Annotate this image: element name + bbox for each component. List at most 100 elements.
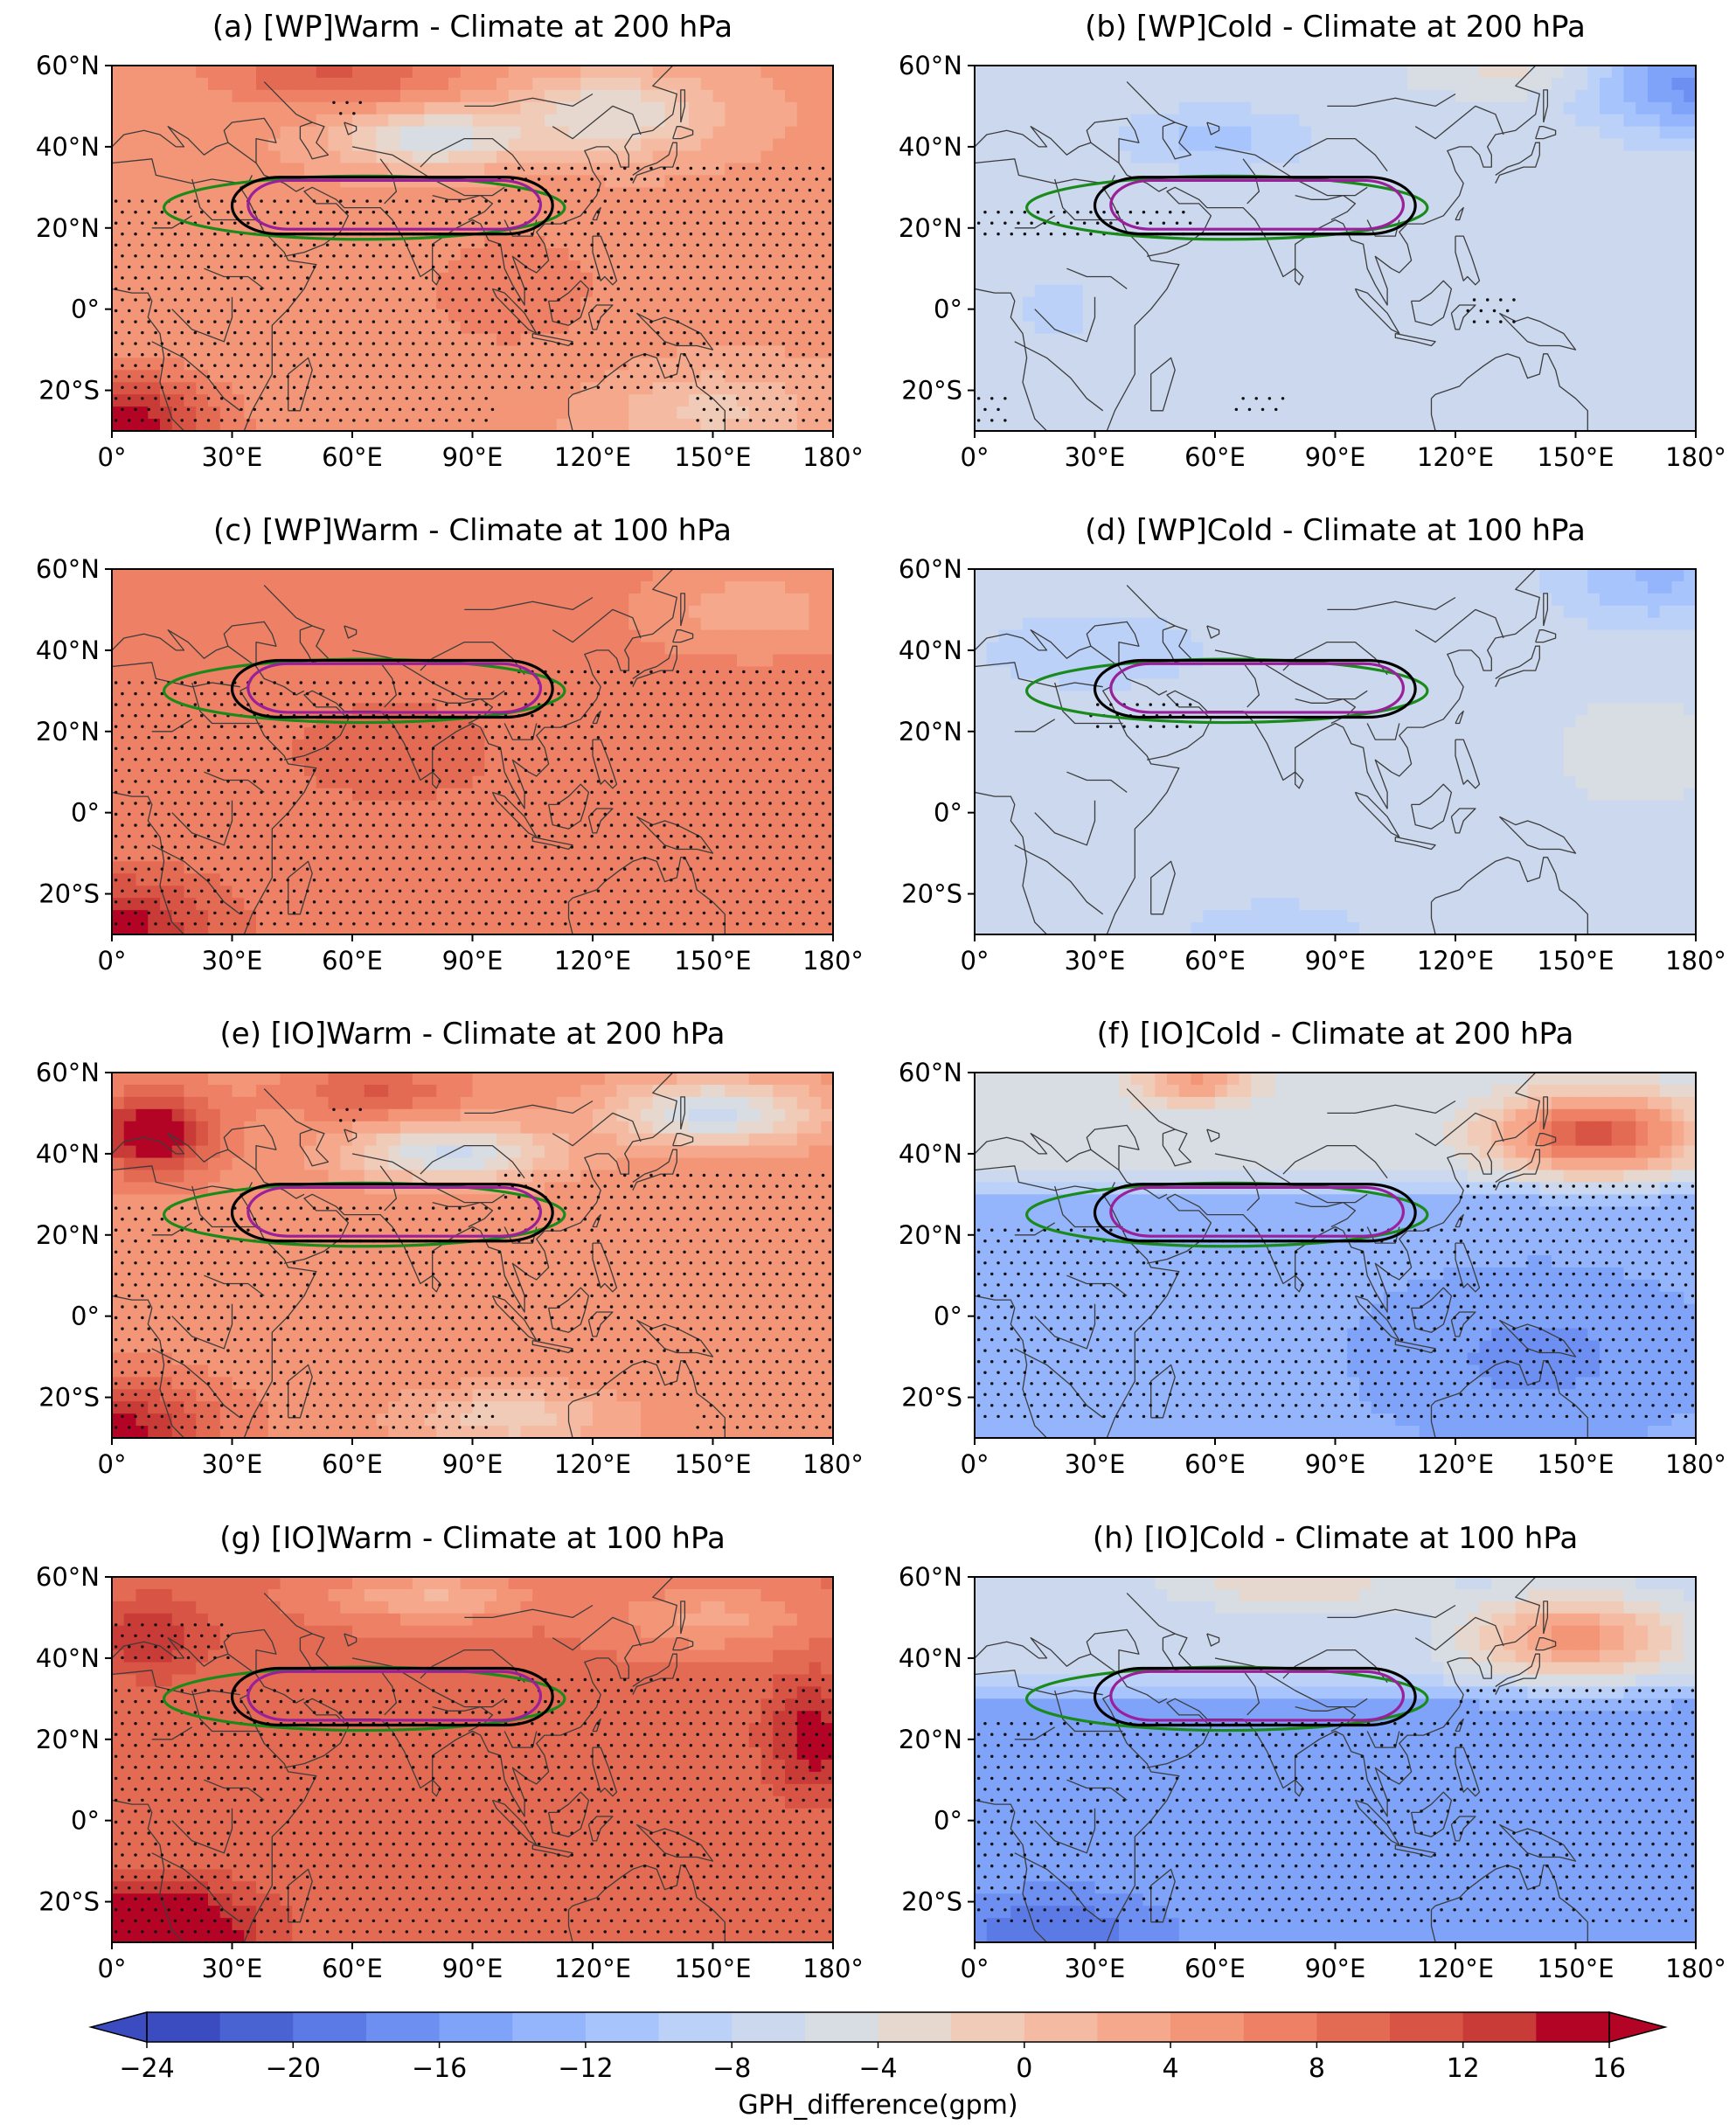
colorbar-swatch <box>1390 2012 1464 2042</box>
lon-tick-label: 0° <box>961 1449 990 1479</box>
lon-tick-label: 150°E <box>1537 946 1614 976</box>
lon-tick-label: 0° <box>98 442 127 472</box>
panel-title: (a) [WP]Warm - Climate at 200 hPa <box>212 10 733 45</box>
lon-tick-label: 90°E <box>1305 1954 1366 1983</box>
significance-stippling <box>976 1689 1695 1923</box>
lon-tick-label: 0° <box>98 1954 127 1983</box>
lat-tick-label: 40°N <box>36 132 100 162</box>
colorbar-tick-label: 16 <box>1593 2053 1626 2084</box>
lon-tick-label: 150°E <box>1537 1449 1614 1479</box>
colorbar-swatch <box>1243 2012 1317 2042</box>
lat-tick-label: 20°N <box>36 213 100 243</box>
lon-tick-label: 180° <box>802 1954 864 1983</box>
lon-tick-label: 30°E <box>1065 1954 1126 1983</box>
lon-tick-label: 30°E <box>202 1449 263 1479</box>
anomaly-field <box>112 569 833 934</box>
lat-tick-label: 40°N <box>899 635 962 665</box>
map-panel-b: (b) [WP]Cold - Climate at 200 hPa 0° 30°E 6… <box>899 10 1726 472</box>
lon-tick-label: 90°E <box>1305 442 1366 472</box>
lat-tick-label: 20°S <box>901 1383 962 1413</box>
lon-tick-label: 180° <box>1665 1449 1726 1479</box>
contour-purple <box>247 662 543 714</box>
colorbar-extend-low <box>88 2011 148 2043</box>
lon-tick-label: 120°E <box>554 1954 631 1983</box>
colorbar-swatch <box>951 2012 1025 2042</box>
colorbar-tick-label: −8 <box>712 2053 751 2084</box>
colorbar-swatch <box>585 2012 660 2042</box>
lon-tick-label: 180° <box>1665 1954 1726 1983</box>
panel-title: (g) [IO]Warm - Climate at 100 hPa <box>219 1521 726 1556</box>
contour-black <box>230 1666 554 1727</box>
colorbar-tick-label: 12 <box>1447 2053 1480 2084</box>
lon-tick-label: 0° <box>98 946 127 976</box>
map-panel-d: (d) [WP]Cold - Climate at 100 hPa 0° 30°E 6… <box>899 513 1726 976</box>
panel-title: (f) [IO]Cold - Climate at 200 hPa <box>1097 1017 1574 1052</box>
lon-tick-label: 90°E <box>1305 946 1366 976</box>
lat-tick-label: 40°N <box>899 132 962 162</box>
significance-stippling <box>976 1184 1695 1419</box>
lat-tick-label: 40°N <box>899 1139 962 1169</box>
colorbar-tick-label: 8 <box>1309 2053 1325 2084</box>
lat-tick-label: 20°S <box>38 1383 100 1413</box>
panel-title: (b) [WP]Cold - Climate at 200 hPa <box>1085 10 1586 45</box>
lon-tick-label: 30°E <box>202 946 263 976</box>
lon-tick-label: 120°E <box>554 442 631 472</box>
contour-black <box>230 658 554 719</box>
panel-title: (d) [WP]Cold - Climate at 100 hPa <box>1085 513 1586 548</box>
lon-tick-label: 150°E <box>674 946 751 976</box>
contour-purple <box>247 178 543 231</box>
contour-black <box>1093 176 1417 236</box>
contour-black <box>1093 658 1417 719</box>
colorbar-swatch <box>293 2012 367 2042</box>
lat-tick-label: 20°N <box>36 1220 100 1250</box>
coastlines <box>112 66 726 431</box>
colorbar-swatch <box>1170 2012 1245 2042</box>
lat-tick-label: 60°N <box>899 51 962 80</box>
lat-tick-label: 0° <box>71 1806 100 1836</box>
lon-tick-label: 60°E <box>322 946 383 976</box>
contour-black <box>230 1183 554 1243</box>
lon-tick-label: 60°E <box>1184 1954 1246 1983</box>
lat-tick-label: 60°N <box>899 1058 962 1087</box>
lon-tick-label: 150°E <box>674 1449 751 1479</box>
lat-tick-label: 60°N <box>899 1562 962 1592</box>
map-panel-g: (g) [IO]Warm - Climate at 100 hPa 0° 30°E 6… <box>36 1521 864 1983</box>
lon-tick-label: 30°E <box>1065 946 1126 976</box>
contour-purple <box>1109 178 1406 231</box>
map-panel-e: (e) [IO]Warm - Climate at 200 hPa 0° 30°E 6… <box>36 1017 864 1479</box>
lon-tick-label: 150°E <box>1537 1954 1614 1983</box>
lon-tick-label: 180° <box>802 946 864 976</box>
lon-tick-label: 30°E <box>1065 442 1126 472</box>
colorbar-swatch <box>1316 2012 1391 2042</box>
colorbar-tick-label: −20 <box>266 2053 321 2084</box>
coastlines <box>975 66 1588 431</box>
lat-tick-label: 20°N <box>899 717 962 747</box>
map-panel-h: (h) [IO]Cold - Climate at 100 hPa 0° 30°E 6… <box>899 1521 1726 1983</box>
lon-tick-label: 90°E <box>442 442 503 472</box>
lon-tick-label: 180° <box>802 1449 864 1479</box>
lat-tick-label: 0° <box>934 295 962 324</box>
lat-tick-label: 20°S <box>38 376 100 406</box>
lat-tick-label: 60°N <box>899 554 962 584</box>
lon-tick-label: 30°E <box>202 1954 263 1983</box>
lon-tick-label: 120°E <box>554 1449 631 1479</box>
lon-tick-label: 60°E <box>322 1449 383 1479</box>
coastlines <box>975 569 1588 934</box>
lon-tick-label: 0° <box>98 1449 127 1479</box>
lon-tick-label: 0° <box>961 1954 990 1983</box>
lat-tick-label: 20°N <box>899 1725 962 1754</box>
lon-tick-label: 120°E <box>1417 1449 1494 1479</box>
lat-tick-label: 20°N <box>36 717 100 747</box>
contour-purple <box>1109 1185 1406 1238</box>
lat-tick-label: 60°N <box>36 554 100 584</box>
contour-black <box>1093 1666 1417 1727</box>
lat-tick-label: 0° <box>71 1302 100 1331</box>
lon-tick-label: 180° <box>802 442 864 472</box>
lon-tick-label: 90°E <box>442 1449 503 1479</box>
lon-tick-label: 120°E <box>1417 946 1494 976</box>
colorbar-tick-label: −12 <box>558 2053 613 2084</box>
colorbar: −24−20−16−12−8−404812162024GPH_differenc… <box>88 2011 1668 2121</box>
lat-tick-label: 0° <box>934 1302 962 1331</box>
lon-tick-label: 60°E <box>1184 946 1246 976</box>
